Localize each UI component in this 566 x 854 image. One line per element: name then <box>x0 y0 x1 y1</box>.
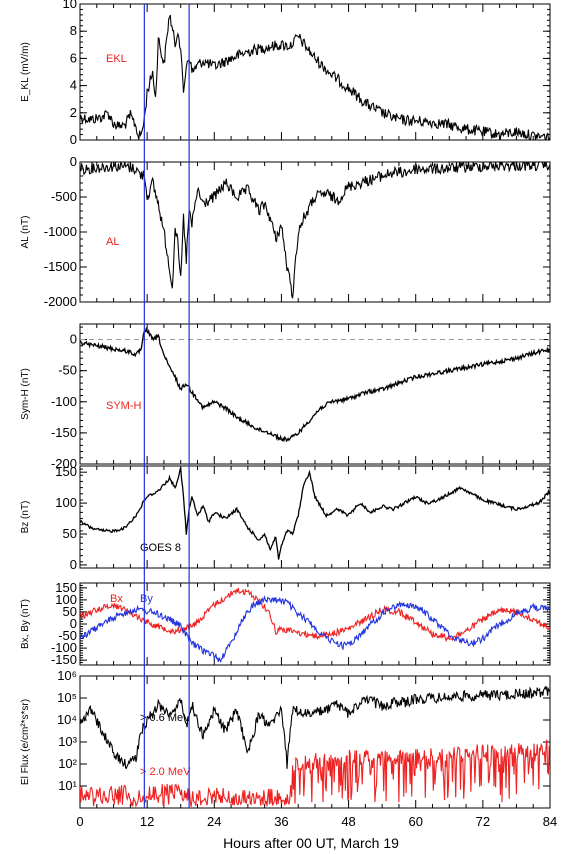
y-tick-label: -2000 <box>44 294 77 309</box>
plot-frame <box>79 161 551 303</box>
series-line <box>80 162 550 299</box>
y-tick-label: -100 <box>51 394 77 409</box>
series-line <box>80 326 550 443</box>
series-line <box>80 467 550 560</box>
y-tick-label: 10⁴ <box>57 712 77 727</box>
y-tick-label: -1000 <box>44 224 77 239</box>
x-tick-label: 36 <box>274 814 288 829</box>
y-tick-label: 0 <box>70 154 77 169</box>
y-tick-label: 150 <box>55 580 77 595</box>
y-axis-label: E_KL (mV/m) <box>20 42 31 102</box>
x-tick-label: 84 <box>543 814 557 829</box>
y-axis-label: Sym-H (nT) <box>20 368 31 420</box>
y-tick-label: 100 <box>55 495 77 510</box>
panel-1: -2000 -1500 -1000 -500 0 AL (nT) AL <box>20 154 551 309</box>
event-lines-layer <box>143 4 190 808</box>
y-tick-label: 2 <box>70 105 77 120</box>
y-tick-label: 10² <box>58 756 77 771</box>
y-tick-label: 10 <box>63 0 77 11</box>
plot-frame <box>79 323 551 465</box>
y-tick-label: 8 <box>70 23 77 38</box>
y-tick-label: 0 <box>70 132 77 147</box>
y-tick-label: -200 <box>51 456 77 471</box>
y-tick-label: -150 <box>51 425 77 440</box>
panel-annotation: AL <box>106 236 119 248</box>
series-line-by <box>80 595 550 664</box>
y-axis-label: Bz (nT) <box>20 501 31 534</box>
x-axis-label: Hours after 00 UT, March 19 <box>223 835 399 851</box>
y-tick-label: 0 <box>70 616 77 631</box>
y-tick-label: 10³ <box>58 734 77 749</box>
series-line-bx <box>80 587 550 643</box>
panel-annotation: > 2.0 MeV <box>140 766 191 778</box>
y-tick-label: -1500 <box>44 259 77 274</box>
y-tick-label: 10¹ <box>58 778 77 793</box>
x-tick-label: 24 <box>207 814 221 829</box>
x-tick-label: 12 <box>140 814 154 829</box>
series-line--2-0-mev <box>80 739 550 808</box>
y-axis-label: El Flux (e/cm²*s*sr) <box>20 699 31 785</box>
y-tick-label: 0 <box>70 332 77 347</box>
series-line <box>80 14 550 140</box>
x-tick-label: 48 <box>341 814 355 829</box>
y-tick-label: -50 <box>58 628 77 643</box>
legend-entry-bx: Bx <box>110 593 123 605</box>
y-axis-label: AL (nT) <box>20 216 31 249</box>
panel-2: -200 -150 -100 -50 0 Sym-H (nT) SYM-H <box>20 323 551 471</box>
panel-0: 0 2 4 6 8 10 E_KL (mV/m) EKL <box>20 0 551 147</box>
panel-annotation: SYM-H <box>106 400 142 412</box>
y-tick-label: 50 <box>63 526 77 541</box>
panel-5: 10¹ 10² 10³ 10⁴ 10⁵ 10⁶ El Flux (e/cm²*s*sr) > … <box>20 668 551 809</box>
y-tick-label: 10⁵ <box>57 690 77 705</box>
y-tick-label: -100 <box>51 640 77 655</box>
panel-annotation: > 0.6 MeV <box>140 712 191 724</box>
y-tick-label: -150 <box>51 652 77 667</box>
panel-annotation: GOES 8 <box>140 542 181 554</box>
y-tick-label: 4 <box>70 78 77 93</box>
y-tick-label: -50 <box>58 363 77 378</box>
x-axis-layer: 0 12 24 36 48 60 72 84 <box>76 814 557 829</box>
plot-frame <box>79 3 551 141</box>
x-tick-label: 72 <box>476 814 490 829</box>
x-tick-label: 0 <box>76 814 83 829</box>
legend-entry-by: By <box>140 593 153 605</box>
y-tick-label: 6 <box>70 50 77 65</box>
x-tick-label: 60 <box>408 814 422 829</box>
panel-annotation: EKL <box>106 53 127 65</box>
y-tick-label: 100 <box>55 592 77 607</box>
panel-3: 0 50 100 150 Bz (nT) GOES 8 <box>20 464 551 572</box>
y-tick-label: 0 <box>70 557 77 572</box>
y-tick-label: 150 <box>55 464 77 479</box>
y-axis-label: Bx, By (nT) <box>20 599 31 649</box>
y-tick-label: 50 <box>63 604 77 619</box>
y-tick-label: 10⁶ <box>57 668 77 683</box>
series-line--0-6-mev <box>80 685 550 770</box>
y-tick-label: -500 <box>51 189 77 204</box>
